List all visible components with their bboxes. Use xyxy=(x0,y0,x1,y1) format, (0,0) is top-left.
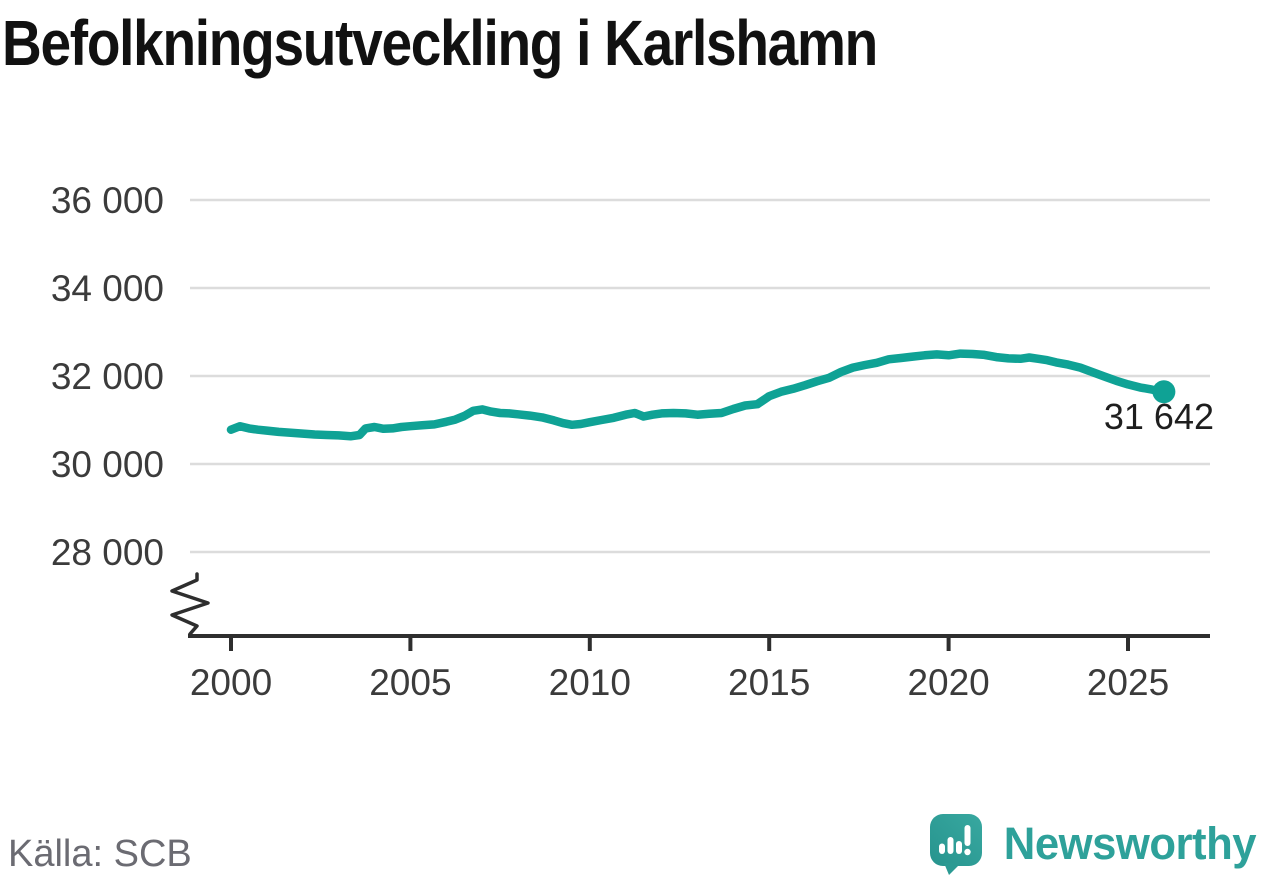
speech-bubble-shape xyxy=(929,814,982,866)
speech-bubble-tail xyxy=(943,863,961,875)
newsworthy-brand: Newsworthy xyxy=(928,812,1256,876)
brand-name: Newsworthy xyxy=(1003,818,1257,869)
page-title: Befolkningsutveckling i Karlshamn xyxy=(2,7,878,79)
y-tick-label: 30 000 xyxy=(51,444,164,485)
exclamation-bar xyxy=(964,825,971,846)
y-tick-label: 36 000 xyxy=(51,180,164,221)
x-tick-label: 2005 xyxy=(369,662,451,703)
y-tick-label: 34 000 xyxy=(51,268,164,309)
y-tick-label: 32 000 xyxy=(51,356,164,397)
x-tick-label: 2025 xyxy=(1087,662,1169,703)
x-tick-label: 2015 xyxy=(728,662,810,703)
newsworthy-logo-icon xyxy=(929,814,982,875)
bar-chart-bar-2 xyxy=(947,837,954,854)
y-tick-label: 28 000 xyxy=(51,532,164,573)
x-tick-label: 2010 xyxy=(549,662,631,703)
source-label: Källa: SCB xyxy=(8,833,192,875)
end-value-label: 31 642 xyxy=(1104,396,1214,437)
exclamation-dot xyxy=(964,848,971,856)
series-line-Folkmängd xyxy=(226,349,1169,441)
bar-chart-bar-3 xyxy=(955,841,962,854)
x-tick-label: 2020 xyxy=(907,662,989,703)
x-tick-label: 2000 xyxy=(190,662,272,703)
bar-chart-bar-1 xyxy=(938,843,945,854)
y-axis-break-icon xyxy=(170,572,210,636)
end-point-dot xyxy=(1152,380,1176,404)
